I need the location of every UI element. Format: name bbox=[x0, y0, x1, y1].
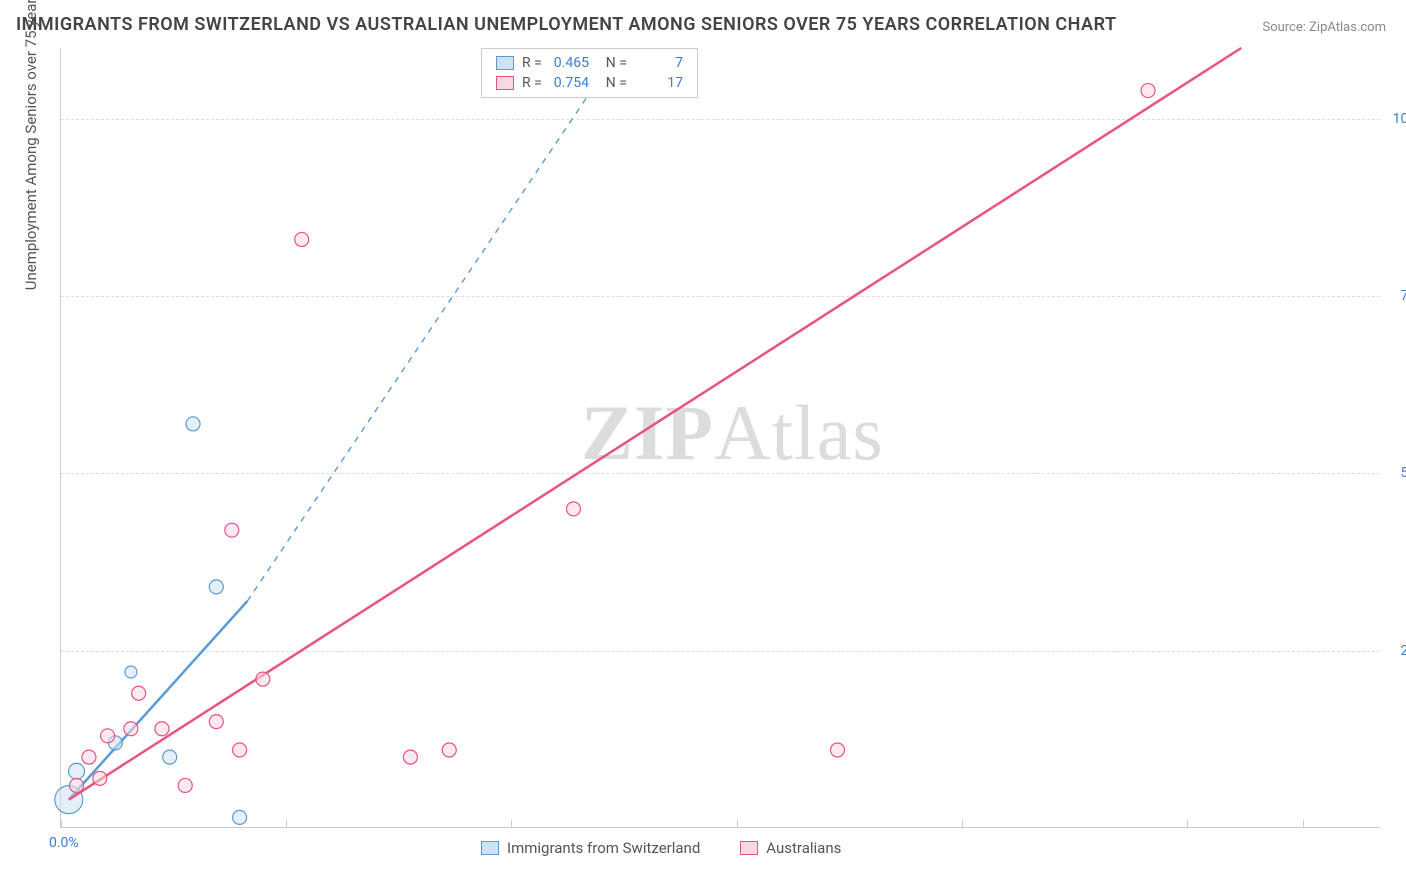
data-point-switzerland bbox=[69, 763, 85, 779]
y-tick-label: 25.0% bbox=[1386, 643, 1406, 659]
legend-r-value: 0.754 bbox=[554, 75, 598, 91]
data-point-australians bbox=[93, 771, 107, 785]
legend-n-value: 7 bbox=[639, 55, 683, 71]
legend-row-switzerland: R = 0.465 N = 7 bbox=[482, 53, 697, 73]
trendline-switzerland bbox=[69, 601, 248, 800]
legend-r-label: R = bbox=[522, 55, 542, 71]
data-point-australians bbox=[82, 750, 96, 764]
legend-r-label: R = bbox=[522, 75, 542, 91]
data-point-switzerland bbox=[125, 666, 137, 678]
trendline-dashed-switzerland bbox=[247, 48, 620, 601]
data-point-australians bbox=[155, 722, 169, 736]
correlation-legend: R = 0.465 N = 7 R = 0.754 N = 17 bbox=[481, 48, 698, 98]
data-point-australians bbox=[70, 778, 84, 792]
series-legend: Immigrants from Switzerland Australians bbox=[481, 839, 841, 857]
x-tick-label-min: 0.0% bbox=[49, 835, 79, 851]
legend-item-switzerland: Immigrants from Switzerland bbox=[481, 839, 700, 857]
data-point-australians bbox=[209, 715, 223, 729]
data-point-australians bbox=[178, 778, 192, 792]
y-tick-label: 50.0% bbox=[1386, 465, 1406, 481]
legend-swatch bbox=[496, 76, 514, 90]
y-tick-label: 100.0% bbox=[1386, 111, 1406, 127]
legend-label: Immigrants from Switzerland bbox=[507, 839, 700, 857]
legend-item-australians: Australians bbox=[740, 839, 841, 857]
data-point-australians bbox=[566, 502, 580, 516]
legend-n-label: N = bbox=[606, 55, 627, 71]
legend-r-value: 0.465 bbox=[554, 55, 598, 71]
legend-n-label: N = bbox=[606, 75, 627, 91]
data-point-australians bbox=[225, 523, 239, 537]
trendline-australians bbox=[69, 48, 1241, 800]
legend-n-value: 17 bbox=[639, 75, 683, 91]
legend-swatch bbox=[481, 841, 499, 855]
y-tick-label: 75.0% bbox=[1386, 288, 1406, 304]
data-point-australians bbox=[132, 686, 146, 700]
data-point-australians bbox=[830, 743, 844, 757]
data-point-switzerland bbox=[233, 810, 247, 824]
data-point-australians bbox=[442, 743, 456, 757]
legend-swatch bbox=[496, 56, 514, 70]
data-point-australians bbox=[403, 750, 417, 764]
chart-plot-area: ZIPAtlas 25.0%50.0%75.0%100.0% R =0.465N… bbox=[60, 48, 1380, 828]
data-point-australians bbox=[233, 743, 247, 757]
data-point-australians bbox=[1141, 84, 1155, 98]
data-point-australians bbox=[256, 672, 270, 686]
data-point-switzerland bbox=[209, 580, 223, 594]
data-point-australians bbox=[124, 722, 138, 736]
y-axis-label: Unemployment Among Seniors over 75 years bbox=[22, 0, 40, 290]
data-point-switzerland bbox=[163, 750, 177, 764]
data-point-australians bbox=[101, 729, 115, 743]
legend-label: Australians bbox=[766, 839, 841, 857]
source-attribution: Source: ZipAtlas.com bbox=[1262, 20, 1386, 35]
data-point-australians bbox=[295, 232, 309, 246]
page-title: IMMIGRANTS FROM SWITZERLAND VS AUSTRALIA… bbox=[16, 14, 1117, 35]
scatter-chart bbox=[61, 48, 1380, 827]
legend-swatch bbox=[740, 841, 758, 855]
legend-row-australians: R = 0.754 N = 17 bbox=[482, 73, 697, 93]
data-point-switzerland bbox=[186, 417, 200, 431]
